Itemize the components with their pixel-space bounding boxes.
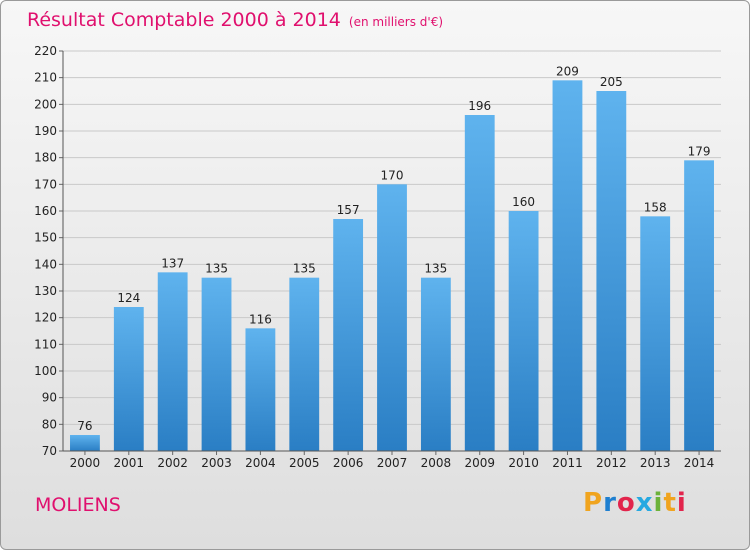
data-label-2001: 124 bbox=[117, 291, 140, 305]
logo-letter: i bbox=[653, 488, 664, 518]
y-tick-label: 220 bbox=[34, 44, 57, 58]
x-tick-label: 2013 bbox=[640, 456, 671, 470]
bar-2002 bbox=[157, 272, 188, 451]
bar-2003 bbox=[201, 277, 232, 451]
y-tick-label: 90 bbox=[42, 391, 57, 405]
logo-letter: r bbox=[603, 488, 617, 518]
logo-letter: t bbox=[663, 488, 677, 518]
data-label-2006: 157 bbox=[337, 203, 360, 217]
y-tick-label: 70 bbox=[42, 444, 57, 458]
y-tick-label: 210 bbox=[34, 71, 57, 85]
x-tick-label: 2014 bbox=[684, 456, 715, 470]
y-tick-label: 180 bbox=[34, 151, 57, 165]
x-tick-label: 2000 bbox=[70, 456, 101, 470]
x-tick-label: 2002 bbox=[157, 456, 188, 470]
bar-2000 bbox=[70, 435, 100, 451]
data-label-2014: 179 bbox=[688, 144, 711, 158]
logo-letter: i bbox=[676, 488, 687, 518]
y-tick-label: 190 bbox=[34, 124, 57, 138]
y-tick-label: 100 bbox=[34, 364, 57, 378]
bar-2010 bbox=[508, 211, 539, 451]
x-tick-label: 2006 bbox=[333, 456, 364, 470]
bar-2008 bbox=[420, 277, 451, 451]
bar-2001 bbox=[113, 307, 144, 451]
x-tick-label: 2010 bbox=[508, 456, 539, 470]
x-tick-label: 2003 bbox=[201, 456, 232, 470]
data-label-2010: 160 bbox=[512, 195, 535, 209]
x-tick-label: 2012 bbox=[596, 456, 627, 470]
chart-title: Résultat Comptable 2000 à 2014 (en millie… bbox=[27, 9, 443, 31]
y-tick-label: 140 bbox=[34, 257, 57, 271]
data-label-2002: 137 bbox=[161, 256, 184, 270]
x-tick-label: 2007 bbox=[377, 456, 408, 470]
x-tick-label: 2009 bbox=[464, 456, 495, 470]
data-label-2012: 205 bbox=[600, 75, 623, 89]
data-label-2008: 135 bbox=[424, 262, 447, 276]
bar-2011 bbox=[552, 80, 583, 451]
data-label-2007: 170 bbox=[381, 168, 404, 182]
y-tick-label: 160 bbox=[34, 204, 57, 218]
bar-2004 bbox=[245, 328, 276, 451]
bar-2007 bbox=[377, 184, 407, 452]
x-tick-label: 2005 bbox=[289, 456, 320, 470]
x-tick-label: 2001 bbox=[114, 456, 145, 470]
chart-title-text: Résultat Comptable 2000 à 2014 bbox=[27, 9, 341, 31]
data-label-2009: 196 bbox=[468, 99, 491, 113]
y-tick-label: 120 bbox=[34, 311, 57, 325]
bar-2012 bbox=[596, 91, 627, 451]
bar-2013 bbox=[640, 216, 671, 451]
data-label-2000: 76 bbox=[77, 419, 92, 433]
data-label-2013: 158 bbox=[644, 200, 667, 214]
data-label-2005: 135 bbox=[293, 262, 316, 276]
y-tick-label: 200 bbox=[34, 97, 57, 111]
logo-letter: x bbox=[635, 488, 654, 518]
data-label-2004: 116 bbox=[249, 312, 272, 326]
y-tick-label: 80 bbox=[42, 417, 57, 431]
x-tick-label: 2008 bbox=[421, 456, 452, 470]
city-name: MOLIENS bbox=[35, 494, 121, 516]
chart-subtitle: (en milliers d'€) bbox=[348, 15, 444, 29]
bar-2005 bbox=[289, 277, 320, 451]
x-tick-label: 2011 bbox=[552, 456, 583, 470]
y-tick-label: 170 bbox=[34, 177, 57, 191]
bar-2009 bbox=[464, 115, 495, 451]
logo-letter: P bbox=[583, 488, 604, 518]
y-tick-label: 130 bbox=[34, 284, 57, 298]
bar-2006 bbox=[333, 219, 364, 451]
bar-2014 bbox=[684, 160, 714, 452]
data-label-2011: 209 bbox=[556, 64, 579, 78]
y-tick-label: 110 bbox=[34, 337, 57, 351]
x-tick-label: 2004 bbox=[245, 456, 276, 470]
y-tick-label: 150 bbox=[34, 231, 57, 245]
data-label-2003: 135 bbox=[205, 262, 228, 276]
proxiti-logo: Proxiti bbox=[583, 488, 687, 518]
logo-letter: o bbox=[616, 488, 636, 518]
